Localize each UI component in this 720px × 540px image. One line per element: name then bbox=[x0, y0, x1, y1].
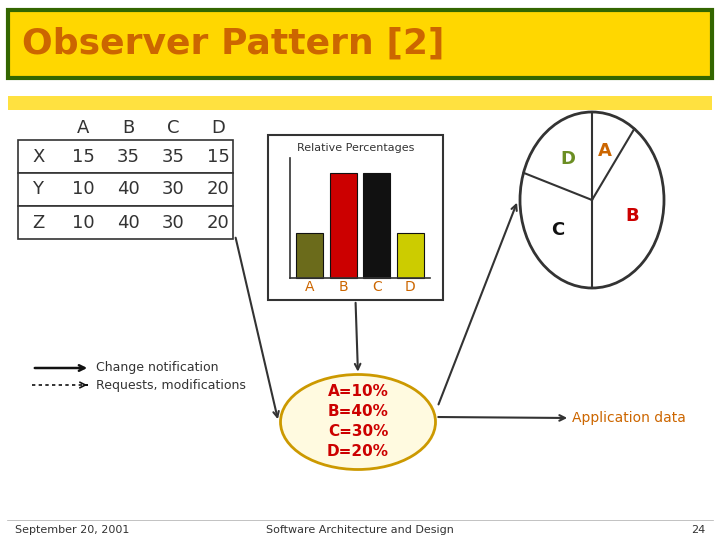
Bar bbox=[297, 233, 323, 278]
Text: Change notification: Change notification bbox=[96, 361, 218, 375]
Bar bbox=[18, 206, 233, 239]
Text: C: C bbox=[167, 119, 179, 137]
Text: X: X bbox=[32, 147, 45, 165]
Text: A: A bbox=[305, 280, 315, 294]
Text: B=40%: B=40% bbox=[328, 404, 388, 420]
Text: Software Architecture and Design: Software Architecture and Design bbox=[266, 525, 454, 535]
Text: 10: 10 bbox=[72, 180, 94, 199]
Bar bbox=[268, 135, 443, 300]
Text: 24: 24 bbox=[690, 525, 705, 535]
Text: C: C bbox=[372, 280, 382, 294]
Bar bbox=[18, 173, 233, 206]
Text: Z: Z bbox=[32, 213, 44, 232]
Text: Relative Percentages: Relative Percentages bbox=[297, 143, 414, 153]
Bar bbox=[397, 233, 423, 278]
Text: Application data: Application data bbox=[572, 411, 686, 425]
Bar bbox=[8, 96, 712, 110]
Bar bbox=[330, 173, 357, 278]
Text: 40: 40 bbox=[117, 213, 140, 232]
Ellipse shape bbox=[520, 112, 664, 288]
Text: D=20%: D=20% bbox=[327, 444, 389, 460]
Text: 30: 30 bbox=[161, 213, 184, 232]
Text: A: A bbox=[598, 143, 612, 160]
Text: D: D bbox=[560, 150, 575, 168]
Bar bbox=[18, 140, 233, 173]
Text: B: B bbox=[625, 207, 639, 225]
Text: 10: 10 bbox=[72, 213, 94, 232]
Text: A: A bbox=[77, 119, 89, 137]
Text: B: B bbox=[122, 119, 134, 137]
Text: 35: 35 bbox=[161, 147, 184, 165]
Text: D: D bbox=[405, 280, 415, 294]
Text: 15: 15 bbox=[71, 147, 94, 165]
Text: 20: 20 bbox=[207, 180, 230, 199]
FancyBboxPatch shape bbox=[8, 10, 712, 78]
Text: 40: 40 bbox=[117, 180, 140, 199]
Text: B: B bbox=[338, 280, 348, 294]
Text: Y: Y bbox=[32, 180, 43, 199]
Text: 30: 30 bbox=[161, 180, 184, 199]
Ellipse shape bbox=[281, 375, 436, 469]
Text: A=10%: A=10% bbox=[328, 384, 388, 400]
Text: 35: 35 bbox=[117, 147, 140, 165]
Text: 15: 15 bbox=[207, 147, 230, 165]
Text: D: D bbox=[211, 119, 225, 137]
Bar bbox=[363, 173, 390, 278]
Text: Observer Pattern [2]: Observer Pattern [2] bbox=[22, 27, 444, 61]
Text: C: C bbox=[552, 221, 565, 239]
Text: September 20, 2001: September 20, 2001 bbox=[15, 525, 130, 535]
Text: 20: 20 bbox=[207, 213, 230, 232]
Text: Requests, modifications: Requests, modifications bbox=[96, 379, 246, 392]
Text: C=30%: C=30% bbox=[328, 424, 388, 440]
